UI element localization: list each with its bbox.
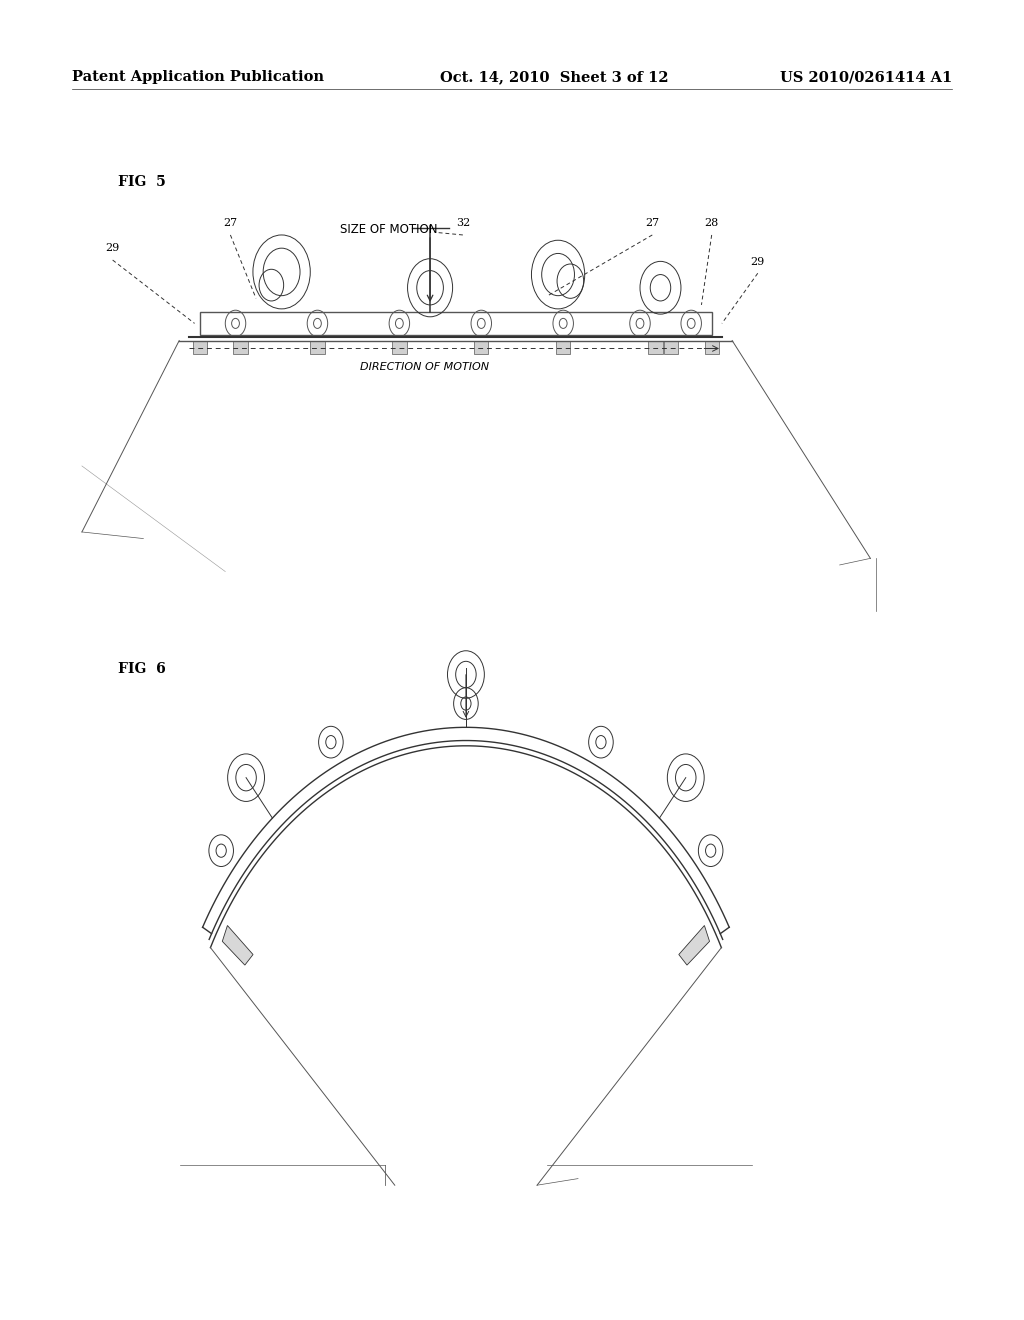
Text: 29: 29 [105, 243, 120, 253]
Bar [474, 341, 488, 354]
Text: 28: 28 [705, 218, 719, 228]
Bar [648, 341, 663, 354]
Bar [193, 341, 207, 354]
Bar [392, 341, 407, 354]
Polygon shape [222, 925, 253, 965]
Text: DIRECTION OF MOTION: DIRECTION OF MOTION [360, 362, 489, 372]
Bar [556, 341, 570, 354]
Text: 29: 29 [751, 256, 765, 267]
Text: US 2010/0261414 A1: US 2010/0261414 A1 [780, 70, 952, 84]
Bar [310, 341, 325, 354]
Text: 27: 27 [223, 218, 238, 228]
Text: Oct. 14, 2010  Sheet 3 of 12: Oct. 14, 2010 Sheet 3 of 12 [440, 70, 669, 84]
Bar [664, 341, 678, 354]
Text: Patent Application Publication: Patent Application Publication [72, 70, 324, 84]
Text: SIZE OF MOTION: SIZE OF MOTION [340, 223, 438, 236]
Text: 32: 32 [456, 218, 470, 228]
Bar [705, 341, 719, 354]
Text: FIG  6: FIG 6 [118, 663, 166, 676]
Polygon shape [679, 925, 710, 965]
Bar [233, 341, 248, 354]
Text: 27: 27 [645, 218, 659, 228]
Text: FIG  5: FIG 5 [118, 176, 166, 189]
